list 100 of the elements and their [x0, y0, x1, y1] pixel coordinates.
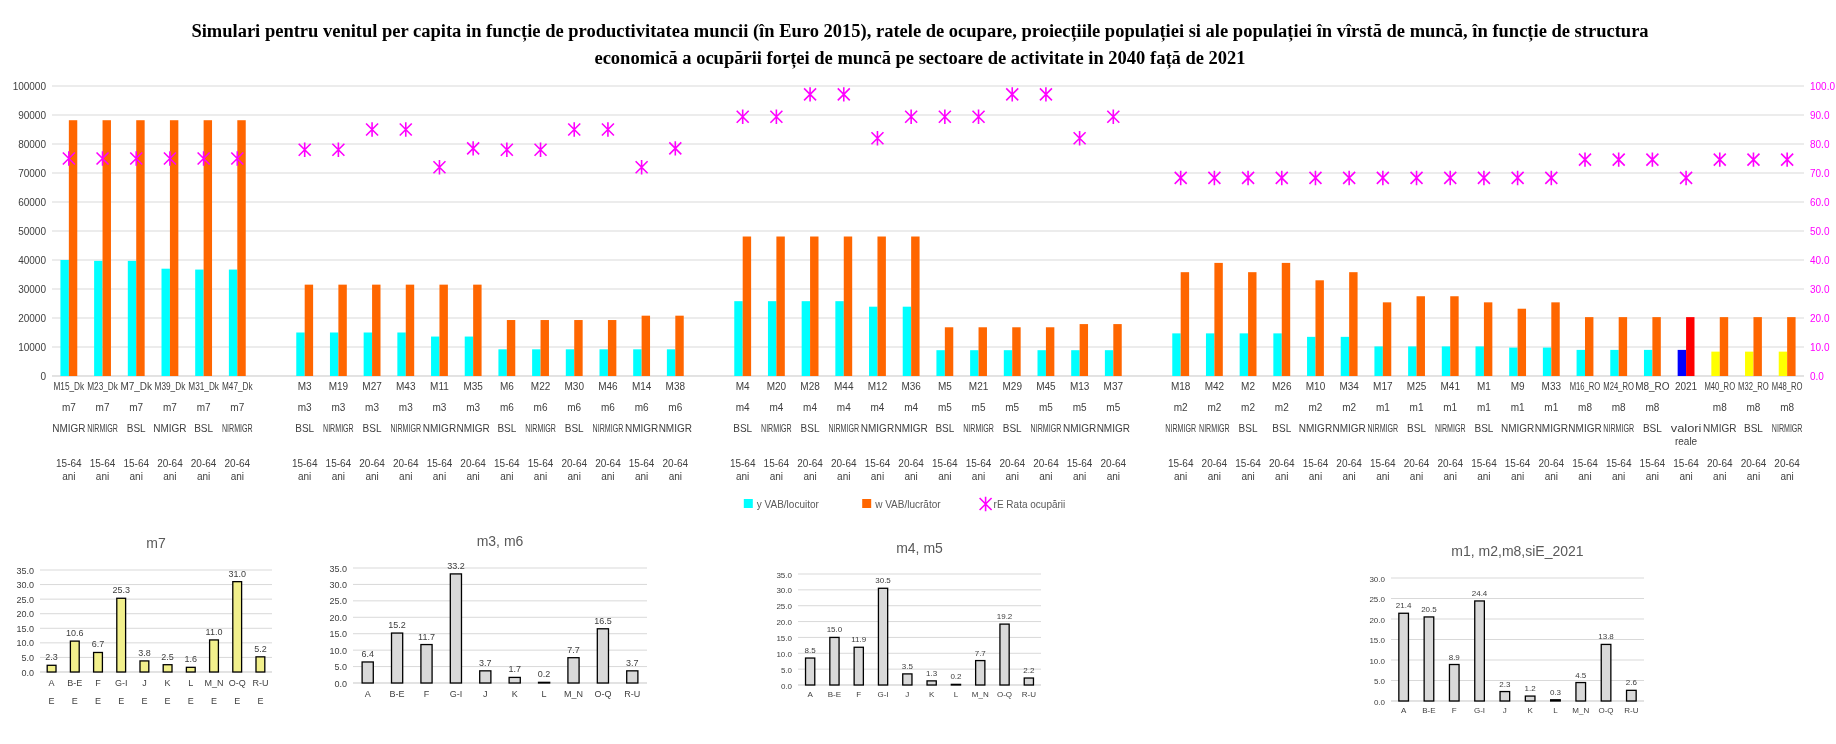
- bar: [1643, 349, 1653, 376]
- bar: [565, 349, 575, 376]
- x-tick-label: F: [423, 689, 430, 699]
- bar: [633, 349, 642, 376]
- y-tick-label: 90000: [18, 109, 47, 121]
- data-label: 3.8: [138, 647, 151, 658]
- bar: [902, 306, 912, 376]
- y2-tick-label: 80.0: [1810, 138, 1830, 150]
- y-tick-label: 15.0: [329, 629, 347, 640]
- x-tick-label: A: [1400, 706, 1407, 715]
- data-label: 15.2: [388, 620, 406, 631]
- x-tick-label: L E: [187, 678, 194, 706]
- point: [1712, 151, 1727, 168]
- y2-tick-label: 70.0: [1810, 167, 1830, 179]
- bar: [1172, 333, 1181, 376]
- x-tick-label: B-E: [1422, 706, 1436, 715]
- y-tick-label: 20000: [18, 312, 47, 324]
- bar: [1113, 324, 1122, 376]
- y-tick-label: 0.0: [1373, 697, 1386, 707]
- bar: [843, 236, 853, 376]
- category-label: M5 m5 BSL 15-64 ani: [932, 381, 958, 482]
- bar: [607, 320, 617, 376]
- bar: [1012, 327, 1021, 376]
- bar: [431, 336, 440, 376]
- bar: [1079, 324, 1089, 376]
- point: [331, 141, 346, 158]
- y2-tick-label: 20.0: [1810, 312, 1830, 324]
- y-tick-label: 30.0: [329, 579, 347, 590]
- y-tick-label: 10.0: [776, 649, 793, 659]
- x-tick-label: G-I: [1474, 706, 1486, 715]
- point: [1308, 169, 1323, 186]
- point: [567, 121, 582, 138]
- point: [836, 86, 851, 103]
- data-label: 7.7: [974, 648, 987, 658]
- bar: [69, 640, 80, 673]
- point: [1544, 169, 1559, 186]
- bar: [869, 306, 878, 376]
- category-label: M4 m4 BSL 15-64 ani: [729, 381, 756, 482]
- x-tick-label: J: [905, 690, 910, 699]
- bar: [936, 350, 945, 376]
- point: [1746, 151, 1761, 168]
- category-label: M1 m1 BSL 15-64 ani: [1471, 381, 1497, 482]
- bar: [127, 260, 137, 376]
- category-label: M3 m3 BSL 15-64 ani: [291, 381, 318, 482]
- point: [95, 150, 110, 167]
- bar: [801, 301, 811, 376]
- bar: [185, 666, 196, 673]
- point: [500, 141, 514, 158]
- bar: [742, 236, 752, 376]
- category-label: M9 m1 NMIGR 15-64 ani: [1500, 381, 1535, 482]
- x-tick-label: O-Q E: [228, 678, 246, 706]
- x-tick-label: K: [928, 690, 935, 699]
- x-tick-label: G-I: [449, 689, 463, 699]
- bar: [532, 349, 541, 376]
- data-label: 1.3: [926, 668, 938, 678]
- category-label: M8_RO m8 BSL 15-64 ani: [1635, 381, 1670, 482]
- y-tick-label: 25.0: [1369, 595, 1386, 604]
- category-label: M10 m2 NMIGR 15-64 ani: [1298, 381, 1333, 482]
- category-label: M11 m3 NMIGR 15-64 ani: [422, 381, 457, 482]
- point: [1274, 169, 1289, 186]
- bar: [338, 284, 347, 376]
- data-label: 20.5: [1421, 604, 1438, 614]
- data-label: 1.6: [184, 654, 198, 665]
- y-tick-label: 5.0: [21, 652, 34, 663]
- category-label: M30 m6 BSL 20-64 ani: [561, 381, 588, 482]
- point: [803, 86, 817, 103]
- bar: [1719, 317, 1729, 376]
- x-tick-label: B-E: [827, 690, 842, 699]
- point: [668, 140, 683, 157]
- bar: [304, 284, 314, 376]
- data-label: 6.4: [361, 648, 374, 659]
- category-label: M2 m2 BSL 15-64 ani: [1235, 381, 1261, 482]
- bar: [1315, 280, 1324, 376]
- y2-tick-label: 10.0: [1810, 341, 1830, 353]
- category-label: M6 m6 BSL 15-64 ani: [494, 381, 520, 482]
- category-label: M36 m4 NMIGR 20-64 ani: [894, 381, 928, 482]
- bar: [970, 350, 979, 376]
- bar: [1542, 347, 1552, 376]
- point: [1342, 169, 1356, 186]
- bar: [464, 336, 474, 376]
- category-label: M27 m3 BSL 20-64 ani: [359, 381, 385, 482]
- category-label: M34 m2 NMIGR 20-64 ani: [1332, 381, 1366, 482]
- point: [466, 140, 480, 157]
- bar: [237, 120, 246, 376]
- bar: [1239, 333, 1249, 376]
- y-tick-label: 60000: [18, 196, 47, 208]
- y-tick-label: 5.0: [780, 665, 793, 675]
- bar: [1686, 317, 1695, 376]
- bar: [116, 597, 127, 673]
- y-tick-label: 0.0: [334, 678, 347, 689]
- point: [1173, 169, 1188, 186]
- point: [533, 141, 548, 158]
- data-label: 21.4: [1395, 601, 1412, 611]
- point: [1645, 151, 1660, 168]
- legend-label: y VAB/locuitor: [756, 499, 820, 510]
- point: [1005, 86, 1020, 103]
- x-tick-label: M_N: [563, 689, 584, 699]
- bar: [372, 284, 381, 376]
- point: [1510, 169, 1525, 186]
- bar: [255, 656, 266, 673]
